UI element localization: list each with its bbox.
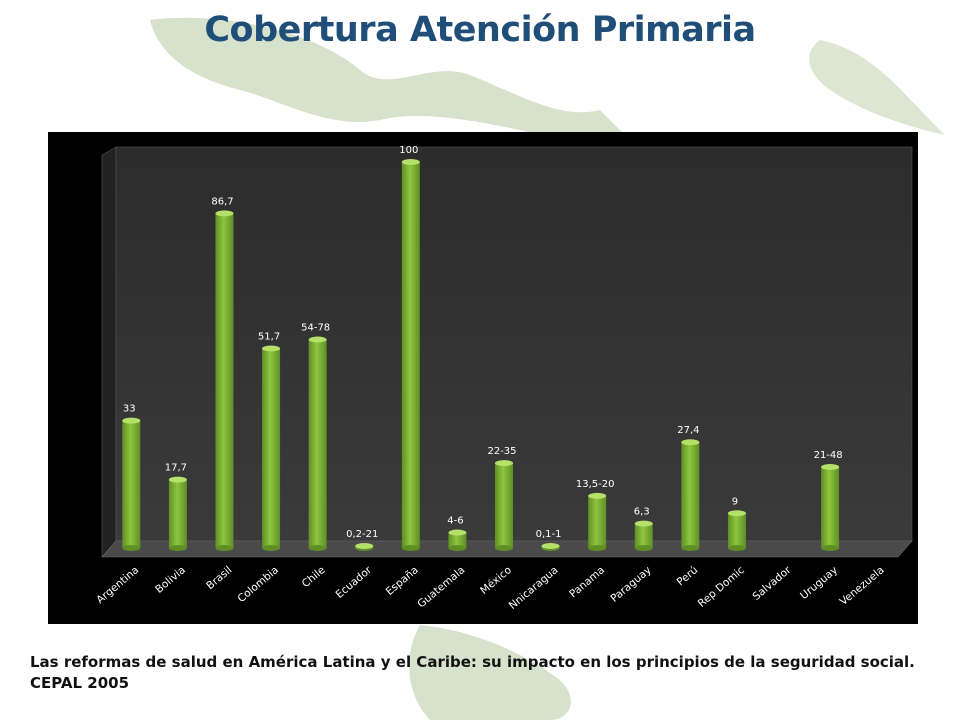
x-tick-label-8: México <box>478 564 514 597</box>
x-tick-label-4: Chile <box>300 564 328 590</box>
bar-top-11 <box>634 520 653 527</box>
bar-base-2 <box>215 545 234 551</box>
x-tick-label-12: Perú <box>675 564 701 588</box>
bar-top-6 <box>401 159 420 165</box>
data-label-10: 13,5-20 <box>576 479 615 490</box>
bar-chart: 33 Argentina 17,7 Bolivia 86,7 Brasil 51,7 Colo… <box>94 145 913 612</box>
x-tick-label-7: Guatemala <box>415 564 467 610</box>
bar-3 <box>262 348 281 548</box>
bar-top-3 <box>262 345 281 352</box>
x-tick-label-11: Paraguay <box>608 564 653 605</box>
bar-6 <box>401 162 420 548</box>
x-tick-label-16: Venezuela <box>838 564 887 608</box>
bar-top-13 <box>727 510 746 517</box>
x-tick-label-14: Salvador <box>750 564 794 603</box>
data-label-15: 21-48 <box>814 450 843 461</box>
bar-base-12 <box>681 545 700 551</box>
bar-0 <box>122 420 141 548</box>
bar-base-13 <box>727 545 746 551</box>
data-label-5: 0,2-21 <box>346 529 378 540</box>
x-tick-label-13: Rep Domic <box>696 564 747 610</box>
data-label-11: 6,3 <box>634 507 650 518</box>
data-label-13: 9 <box>732 496 738 507</box>
plot-side-wall <box>101 146 117 558</box>
x-tick-label-0: Argentina <box>94 564 141 606</box>
x-tick-label-5: Ecuador <box>334 564 375 601</box>
bar-12 <box>681 442 700 548</box>
data-label-12: 27,4 <box>677 425 699 436</box>
bar-7 <box>448 532 467 548</box>
plot-back-wall <box>115 146 913 542</box>
bar-top-2 <box>215 210 234 217</box>
source-citation: Las reformas de salud en América Latina … <box>30 653 915 692</box>
x-tick-label-9: Nnicaragua <box>507 564 561 612</box>
bar-top-4 <box>308 336 327 343</box>
x-tick-label-1: Bolivia <box>153 564 188 596</box>
bar-top-7 <box>448 529 467 536</box>
map-landmass-east <box>809 40 945 135</box>
data-label-9: 0,1-1 <box>536 529 562 540</box>
data-label-6: 100 <box>399 145 418 156</box>
bar-top-12 <box>681 439 700 446</box>
bar-base-8 <box>495 545 513 551</box>
bar-top-10 <box>588 492 607 499</box>
bar-base-4 <box>308 545 327 551</box>
x-tick-label-15: Uruguay <box>798 564 840 602</box>
bar-10 <box>588 495 607 548</box>
x-tick-label-3: Colombia <box>235 564 281 605</box>
bar-base-3 <box>262 545 281 551</box>
slide-title: Cobertura Atención Primaria <box>204 10 756 50</box>
bar-13 <box>727 513 746 548</box>
x-tick-label-2: Brasil <box>204 564 234 592</box>
x-tick-label-6: España <box>384 564 421 598</box>
map-landmass-north <box>150 17 640 150</box>
bar-1 <box>168 479 187 548</box>
bar-top-15 <box>821 463 840 470</box>
x-tick-label-10: Panama <box>567 564 607 600</box>
bar-top-1 <box>168 476 187 483</box>
map-landmass-south <box>409 625 571 720</box>
data-label-2: 86,7 <box>211 196 233 207</box>
bar-4 <box>308 339 327 548</box>
bar-base-0 <box>122 545 141 551</box>
bar-15 <box>821 466 840 548</box>
bar-top-8 <box>495 460 513 467</box>
bar-base-10 <box>588 545 607 551</box>
data-label-7: 4-6 <box>447 516 463 527</box>
bar-base-7 <box>448 545 467 551</box>
bar-base-1 <box>168 545 187 551</box>
chart-container: 33 Argentina 17,7 Bolivia 86,7 Brasil 51,7 Colo… <box>48 132 918 624</box>
bar-11 <box>634 523 653 548</box>
data-label-8: 22-35 <box>487 446 516 457</box>
bar-base-11 <box>634 545 653 551</box>
bar-base-6 <box>401 545 420 551</box>
data-label-1: 17,7 <box>165 463 187 474</box>
data-label-4: 54-78 <box>301 323 330 334</box>
bar-8 <box>495 463 513 548</box>
data-label-0: 33 <box>123 404 136 415</box>
bar-base-15 <box>821 545 840 551</box>
data-label-3: 51,7 <box>258 331 280 342</box>
bar-top-9 <box>541 543 560 549</box>
bar-top-5 <box>355 543 374 549</box>
bar-top-0 <box>122 417 141 424</box>
bar-2 <box>215 213 234 548</box>
